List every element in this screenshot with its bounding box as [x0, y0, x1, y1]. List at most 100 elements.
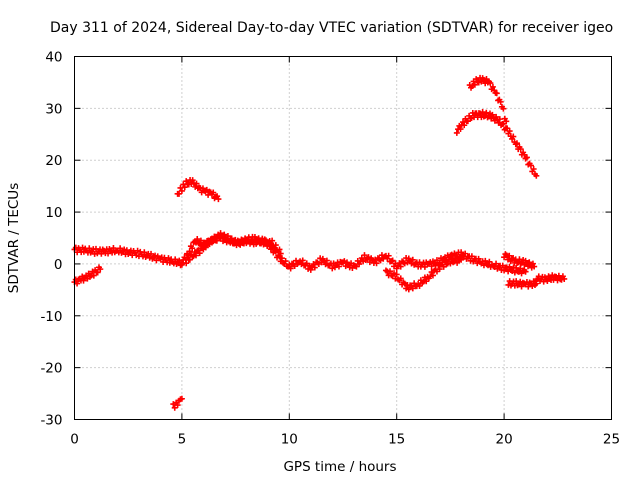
data-point	[517, 146, 524, 153]
data-point	[276, 246, 283, 253]
data-point	[196, 250, 203, 257]
data-point	[513, 140, 520, 147]
data-point	[533, 172, 540, 179]
x-tick-label: 0	[70, 432, 79, 448]
data-point	[506, 252, 513, 259]
series-track-e	[170, 395, 185, 411]
data-point	[500, 105, 507, 112]
data-point	[471, 81, 478, 88]
plot-frame	[74, 56, 612, 420]
data-point	[117, 245, 124, 252]
data-point	[462, 250, 469, 257]
data-point	[186, 248, 193, 255]
data-point	[397, 263, 404, 270]
data-point	[489, 83, 496, 90]
data-point	[497, 98, 504, 105]
data-point	[436, 266, 443, 273]
data-point	[531, 263, 538, 270]
y-tick-label: 20	[45, 153, 62, 169]
data-point	[518, 283, 525, 290]
data-point	[335, 263, 342, 270]
data-point	[429, 272, 436, 279]
y-tick-label: -10	[40, 309, 62, 325]
data-point	[461, 122, 468, 129]
data-point	[389, 257, 396, 264]
data-point	[385, 252, 392, 259]
series-track-j	[501, 251, 538, 271]
data-point	[443, 257, 450, 264]
y-tick-label: -30	[40, 413, 62, 429]
data-point	[193, 180, 200, 187]
series-track-a	[71, 244, 185, 269]
x-tick-label: 10	[281, 432, 298, 448]
series-track-n	[466, 74, 510, 125]
data-point	[237, 241, 244, 248]
data-point	[496, 116, 503, 123]
data-point	[510, 133, 517, 140]
axis-ticks: 0 5 10 15 20 25 -30 -20 -10 0 10 20 30 40	[40, 50, 620, 448]
data-point	[458, 249, 465, 256]
data-point	[74, 280, 81, 287]
data-point	[141, 249, 148, 256]
data-point	[421, 263, 428, 270]
data-point	[493, 90, 500, 97]
data-point	[311, 264, 318, 271]
series-track-m	[453, 109, 540, 179]
data-point	[323, 257, 330, 264]
data-point	[148, 250, 155, 257]
data-point	[475, 255, 482, 262]
series-track-c	[71, 264, 104, 287]
data-point	[457, 126, 464, 133]
data-point	[178, 395, 185, 402]
data-point	[215, 196, 222, 203]
data-point	[522, 268, 529, 275]
series-track-g	[286, 252, 443, 273]
data-point	[287, 265, 294, 272]
y-tick-label: 40	[45, 50, 62, 66]
data-point	[561, 275, 568, 282]
series-track-d	[174, 177, 222, 203]
data-point	[527, 162, 534, 169]
y-tick-label: 10	[45, 205, 62, 221]
data-point	[90, 272, 97, 279]
data-point	[482, 257, 489, 264]
data-point	[193, 252, 200, 259]
data-point	[503, 118, 510, 125]
data-point	[210, 189, 217, 196]
data-point	[228, 235, 235, 242]
y-axis-label: SDTVAR / TECUs	[6, 183, 22, 293]
x-tick-label: 5	[178, 432, 187, 448]
x-axis-label: GPS time / hours	[283, 459, 396, 475]
series-track-k	[505, 278, 540, 290]
y-tick-label: 30	[45, 101, 62, 117]
data-point	[487, 80, 494, 87]
data-point	[86, 245, 93, 252]
x-tick-label: 25	[603, 432, 620, 448]
x-tick-label: 20	[496, 432, 513, 448]
series-track-f	[183, 233, 284, 267]
chart-title: Day 311 of 2024, Sidereal Day-to-day VTE…	[50, 20, 613, 36]
data-point	[94, 269, 101, 276]
data-point	[393, 271, 400, 278]
data-point	[178, 187, 185, 194]
data-point	[97, 266, 104, 273]
data-point	[272, 242, 279, 249]
data-point	[459, 119, 466, 126]
y-tick-label: 0	[54, 257, 63, 273]
data-point	[501, 267, 508, 274]
data-point	[277, 250, 284, 257]
grid	[74, 56, 612, 420]
data-point	[454, 259, 461, 266]
data-point	[176, 190, 183, 197]
data-point	[453, 129, 460, 136]
data-point	[386, 268, 393, 275]
data-point	[506, 128, 513, 135]
data-point	[523, 154, 530, 161]
series-track-l	[533, 272, 568, 285]
data-point	[373, 260, 380, 267]
data-point	[405, 286, 412, 293]
x-tick-label: 15	[388, 432, 405, 448]
data-point	[299, 257, 306, 264]
data-point	[178, 261, 185, 268]
